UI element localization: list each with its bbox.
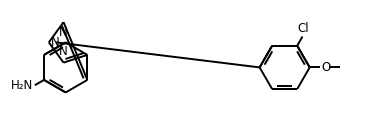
- Text: H₂N: H₂N: [11, 79, 33, 92]
- Text: N: N: [51, 36, 60, 49]
- Text: N: N: [59, 27, 68, 40]
- Text: Cl: Cl: [298, 22, 309, 35]
- Text: O: O: [321, 61, 330, 74]
- Text: N: N: [59, 45, 68, 58]
